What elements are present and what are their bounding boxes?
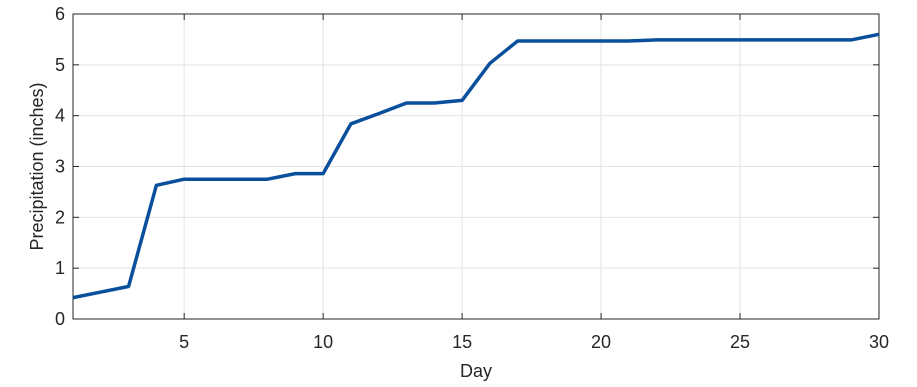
grid-lines <box>73 13 880 320</box>
x-tick-label: 30 <box>869 332 889 352</box>
x-tick-label: 20 <box>591 332 611 352</box>
x-tick-label: 15 <box>452 332 472 352</box>
y-tick-label: 2 <box>55 207 65 227</box>
y-tick-label: 5 <box>55 55 65 75</box>
y-axis-label: Precipitation (inches) <box>27 82 47 250</box>
y-tick-label: 3 <box>55 157 65 177</box>
x-tick-label: 5 <box>179 332 189 352</box>
y-tick-label: 0 <box>55 309 65 329</box>
axis-ticks: 5 10 15 20 25 30 0 1 2 3 4 5 6 <box>55 4 889 352</box>
x-axis-label: Day <box>460 361 492 381</box>
series-layer <box>72 32 880 300</box>
y-tick-label: 1 <box>55 258 65 278</box>
y-tick-label: 6 <box>55 4 65 24</box>
x-tick-label: 10 <box>313 332 333 352</box>
x-tick-label: 25 <box>730 332 750 352</box>
y-tick-label: 4 <box>55 106 65 126</box>
series-line <box>72 32 880 300</box>
